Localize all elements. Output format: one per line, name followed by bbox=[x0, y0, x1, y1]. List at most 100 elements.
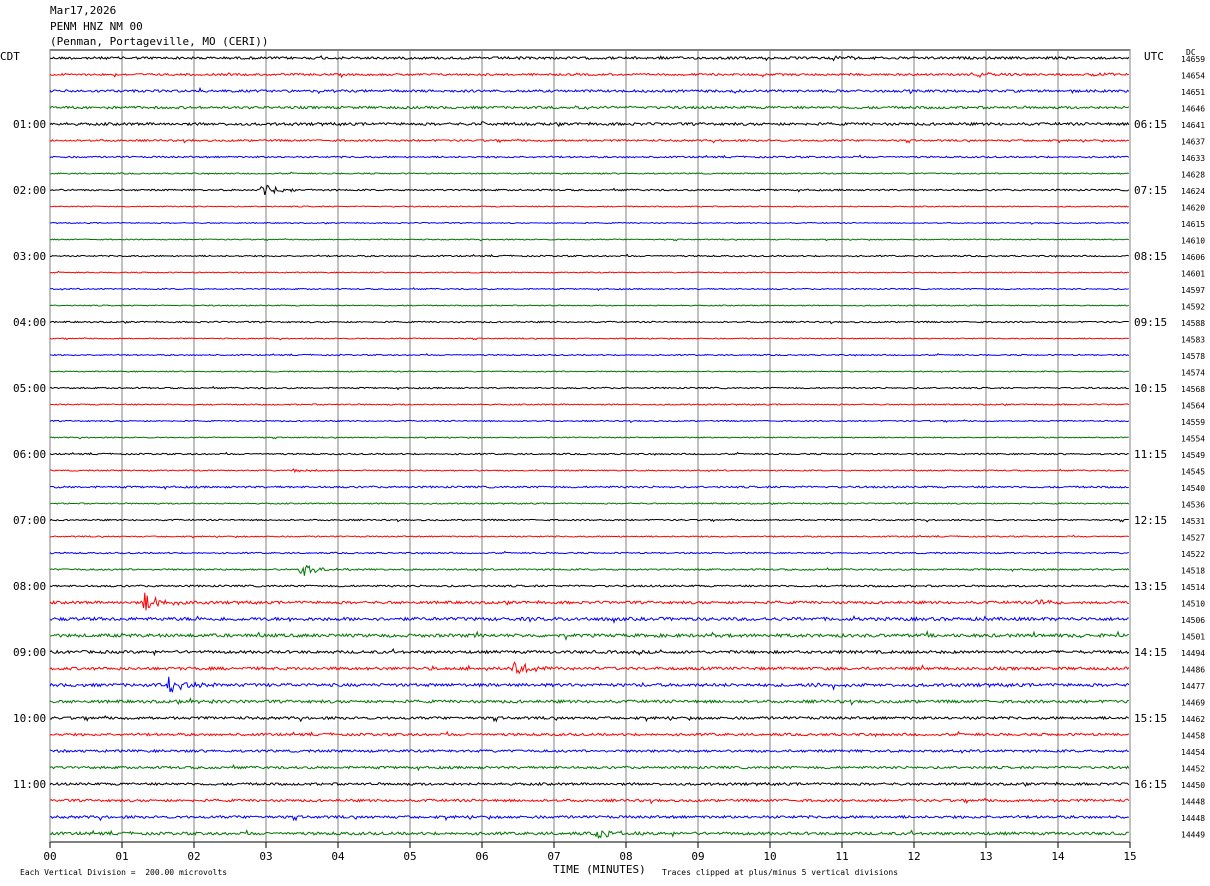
dc-offset-label: 14452 bbox=[1181, 765, 1205, 774]
trace-line bbox=[49, 105, 1130, 111]
trace-line bbox=[49, 485, 1129, 490]
header-location: (Penman, Portageville, MO (CERI)) bbox=[50, 35, 269, 48]
trace-line bbox=[49, 270, 1129, 274]
dc-offset-label: 14514 bbox=[1181, 583, 1205, 592]
left-hour-label: 09:00 bbox=[13, 646, 46, 659]
x-tick-label: 06 bbox=[475, 850, 488, 863]
trace-line bbox=[49, 120, 1130, 128]
right-hour-label: 07:15 bbox=[1134, 184, 1167, 197]
right-timezone-label: UTC bbox=[1144, 50, 1164, 63]
trace-line bbox=[49, 221, 1130, 225]
plot-frame bbox=[49, 49, 1131, 843]
x-tick-label: 12 bbox=[907, 850, 920, 863]
x-tick-label: 07 bbox=[547, 850, 560, 863]
dc-offset-label: 14592 bbox=[1181, 303, 1205, 312]
scale-note: Each Vertical Division = 200.00 microvol… bbox=[20, 868, 228, 877]
dc-offset-label: 14486 bbox=[1181, 666, 1205, 675]
right-hour-label: 09:15 bbox=[1134, 316, 1167, 329]
right-hour-label: 12:15 bbox=[1134, 514, 1167, 527]
trace-line bbox=[49, 352, 1130, 357]
trace-line bbox=[49, 86, 1130, 95]
dc-offset-label: 14518 bbox=[1181, 567, 1205, 576]
dc-offset-label: 14615 bbox=[1181, 220, 1205, 229]
dc-offset-label: 14469 bbox=[1181, 699, 1205, 708]
left-hour-label: 08:00 bbox=[13, 580, 46, 593]
trace-line bbox=[49, 614, 1129, 624]
dc-offset-label: 14624 bbox=[1181, 187, 1205, 196]
trace-line bbox=[49, 781, 1130, 788]
trace-line bbox=[49, 238, 1130, 242]
dc-offset-label: 14554 bbox=[1181, 435, 1205, 444]
trace-line bbox=[49, 502, 1130, 506]
x-tick-label: 01 bbox=[115, 850, 128, 863]
dc-offset-label: 14540 bbox=[1181, 484, 1205, 493]
right-hour-label: 08:15 bbox=[1134, 250, 1167, 263]
trace-line bbox=[49, 419, 1130, 424]
dc-offset-label: 14448 bbox=[1181, 814, 1205, 823]
trace-line bbox=[49, 171, 1129, 176]
x-axis-label: TIME (MINUTES) bbox=[553, 863, 646, 876]
trace-line bbox=[49, 534, 1130, 539]
trace-line bbox=[49, 55, 1130, 62]
dc-offset-label: 14583 bbox=[1181, 336, 1205, 345]
dc-offset-label: 14536 bbox=[1181, 501, 1205, 510]
left-hour-label: 04:00 bbox=[13, 316, 46, 329]
left-hour-label: 11:00 bbox=[13, 778, 46, 791]
trace-line bbox=[49, 253, 1130, 258]
trace-line bbox=[49, 829, 1129, 840]
trace-line bbox=[49, 304, 1129, 307]
trace-line bbox=[49, 584, 1130, 588]
trace-line bbox=[49, 205, 1129, 208]
trace-line bbox=[49, 403, 1130, 407]
trace-line bbox=[49, 676, 1130, 693]
trace-line bbox=[49, 451, 1129, 456]
dc-offset-label: 14549 bbox=[1181, 451, 1205, 460]
trace-line bbox=[49, 647, 1130, 657]
right-hour-label: 14:15 bbox=[1134, 646, 1167, 659]
left-timezone-label: CDT bbox=[0, 50, 20, 63]
right-hour-label: 06:15 bbox=[1134, 118, 1167, 131]
trace-line bbox=[49, 550, 1129, 555]
trace-line bbox=[49, 748, 1129, 754]
x-tick-label: 09 bbox=[691, 850, 704, 863]
dc-offset-label: 14628 bbox=[1181, 171, 1205, 180]
dc-offset-label: 14545 bbox=[1181, 468, 1205, 477]
dc-label: DC bbox=[1186, 48, 1196, 57]
x-tick-label: 14 bbox=[1051, 850, 1065, 863]
dc-offset-label: 14477 bbox=[1181, 682, 1205, 691]
dc-offset-label: 14588 bbox=[1181, 319, 1205, 328]
trace-line bbox=[49, 629, 1129, 641]
x-tick-label: 08 bbox=[619, 850, 632, 863]
dc-offset-label: 14601 bbox=[1181, 270, 1205, 279]
dc-offset-label: 14494 bbox=[1181, 649, 1205, 658]
left-hour-label: 06:00 bbox=[13, 448, 46, 461]
x-tick-label: 11 bbox=[835, 850, 848, 863]
left-hour-label: 07:00 bbox=[13, 514, 46, 527]
dc-offset-label: 14559 bbox=[1181, 418, 1205, 427]
dc-offset-label: 14659 bbox=[1181, 55, 1205, 64]
x-tick-label: 04 bbox=[331, 850, 345, 863]
trace-line bbox=[49, 385, 1129, 391]
trace-line bbox=[49, 518, 1129, 523]
dc-offset-label: 14574 bbox=[1181, 369, 1205, 378]
dc-offset-label: 14449 bbox=[1181, 831, 1205, 840]
x-tick-label: 13 bbox=[979, 850, 992, 863]
trace-line bbox=[49, 592, 1129, 611]
x-tick-label: 00 bbox=[43, 850, 56, 863]
dc-offset-label: 14651 bbox=[1181, 88, 1205, 97]
dc-offset-label: 14522 bbox=[1181, 550, 1205, 559]
dc-offset-label: 14633 bbox=[1181, 154, 1205, 163]
trace-line bbox=[49, 370, 1129, 373]
header-date: Mar17,2026 bbox=[50, 4, 117, 17]
left-hour-label: 05:00 bbox=[13, 382, 46, 395]
dc-offset-label: 14527 bbox=[1181, 534, 1205, 543]
x-tick-label: 05 bbox=[403, 850, 416, 863]
right-hour-label: 16:15 bbox=[1134, 778, 1167, 791]
x-tick-label: 02 bbox=[187, 850, 200, 863]
trace-line bbox=[49, 764, 1130, 772]
trace-line bbox=[49, 730, 1130, 738]
trace-line bbox=[49, 714, 1130, 723]
dc-offset-label: 14501 bbox=[1181, 633, 1205, 642]
dc-offset-label: 14458 bbox=[1181, 732, 1205, 741]
